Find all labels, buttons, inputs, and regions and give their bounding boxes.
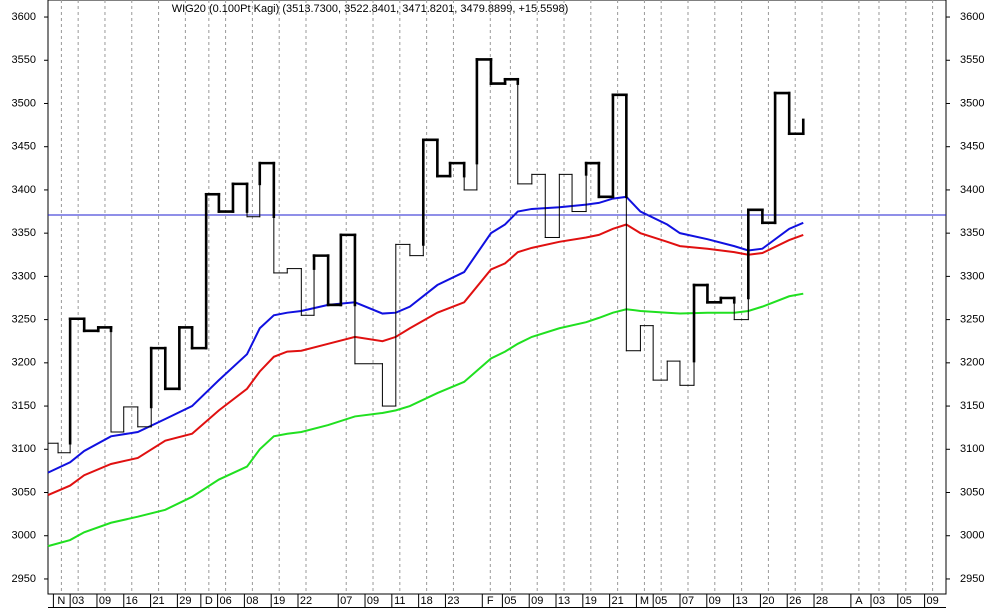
x-tick-label: F (487, 595, 494, 607)
y-tick-label: 2950 (12, 573, 36, 585)
x-tick-label: 19 (273, 595, 285, 607)
y-tick-label: 3000 (12, 530, 36, 542)
y2-tick-label: 3000 (960, 530, 984, 542)
x-tick-label: D (205, 595, 213, 607)
x-tick-label: M (640, 595, 649, 607)
x-tick-label: 08 (246, 595, 258, 607)
y2-tick-label: 3450 (960, 141, 984, 153)
y-tick-label: 3050 (12, 486, 36, 498)
y-tick-label: 3550 (12, 54, 36, 66)
x-tick-label: 28 (816, 595, 828, 607)
y-tick-label: 3500 (12, 97, 36, 109)
x-tick-label: 13 (558, 595, 570, 607)
x-tick-label: 09 (99, 595, 111, 607)
y2-tick-label: 3400 (960, 184, 984, 196)
y-tick-label: 3400 (12, 184, 36, 196)
y2-tick-label: 3200 (960, 357, 984, 369)
y2-tick-label: 3100 (960, 443, 984, 455)
x-tick-label: 07 (682, 595, 694, 607)
x-tick-label: 13 (735, 595, 747, 607)
y2-tick-label: 3050 (960, 486, 984, 498)
y2-tick-label: 3600 (960, 11, 984, 23)
moving-average-line (47, 223, 804, 497)
y-tick-label: 3300 (12, 270, 36, 282)
x-tick-label: 26 (789, 595, 801, 607)
x-tick-label: 09 (709, 595, 721, 607)
x-tick-label: 09 (926, 595, 938, 607)
plot-frame (47, 0, 947, 595)
x-tick-label: 11 (394, 595, 405, 607)
x-tick-label: 06 (219, 595, 231, 607)
x-tick-label: 21 (152, 595, 164, 607)
x-tick-label: 09 (367, 595, 379, 607)
y-tick-label: 3350 (12, 227, 36, 239)
x-tick-label: 29 (179, 595, 191, 607)
moving-average-line (47, 292, 804, 548)
y-tick-label: 3450 (12, 141, 36, 153)
x-tick-label: 03 (72, 595, 84, 607)
x-tick-label: 21 (612, 595, 624, 607)
x-tick-label: 09 (531, 595, 543, 607)
x-tick-label: 05 (900, 595, 912, 607)
moving-average-line (47, 195, 804, 474)
y2-tick-label: 3250 (960, 314, 984, 326)
x-tick-label: 05 (504, 595, 516, 607)
x-tick-label: 03 (873, 595, 885, 607)
y-tick-label: 3150 (12, 400, 36, 412)
x-tick-label: A (855, 595, 863, 607)
x-tick-label: 19 (585, 595, 597, 607)
x-tick-label: 20 (762, 595, 774, 607)
y2-tick-label: 3500 (960, 97, 984, 109)
x-tick-label: 23 (447, 595, 459, 607)
y-tick-label: 3600 (12, 11, 36, 23)
y-tick-label: 3100 (12, 443, 36, 455)
y2-tick-label: 3300 (960, 270, 984, 282)
y2-tick-label: 2950 (960, 573, 984, 585)
x-tick-label: 05 (655, 595, 667, 607)
y-tick-label: 3200 (12, 357, 36, 369)
x-tick-label: 07 (340, 595, 352, 607)
y2-tick-label: 3550 (960, 54, 984, 66)
y2-tick-label: 3150 (960, 400, 984, 412)
x-tick-label: 16 (126, 595, 138, 607)
x-tick-label: 22 (300, 595, 312, 607)
y2-tick-label: 3350 (960, 227, 984, 239)
x-tick-label: N (57, 595, 65, 607)
y-tick-label: 3250 (12, 314, 36, 326)
chart-title: WIG20 (0.100Pt Kagi) (3513.7300, 3522.84… (172, 3, 569, 15)
x-tick-label: 18 (421, 595, 433, 607)
